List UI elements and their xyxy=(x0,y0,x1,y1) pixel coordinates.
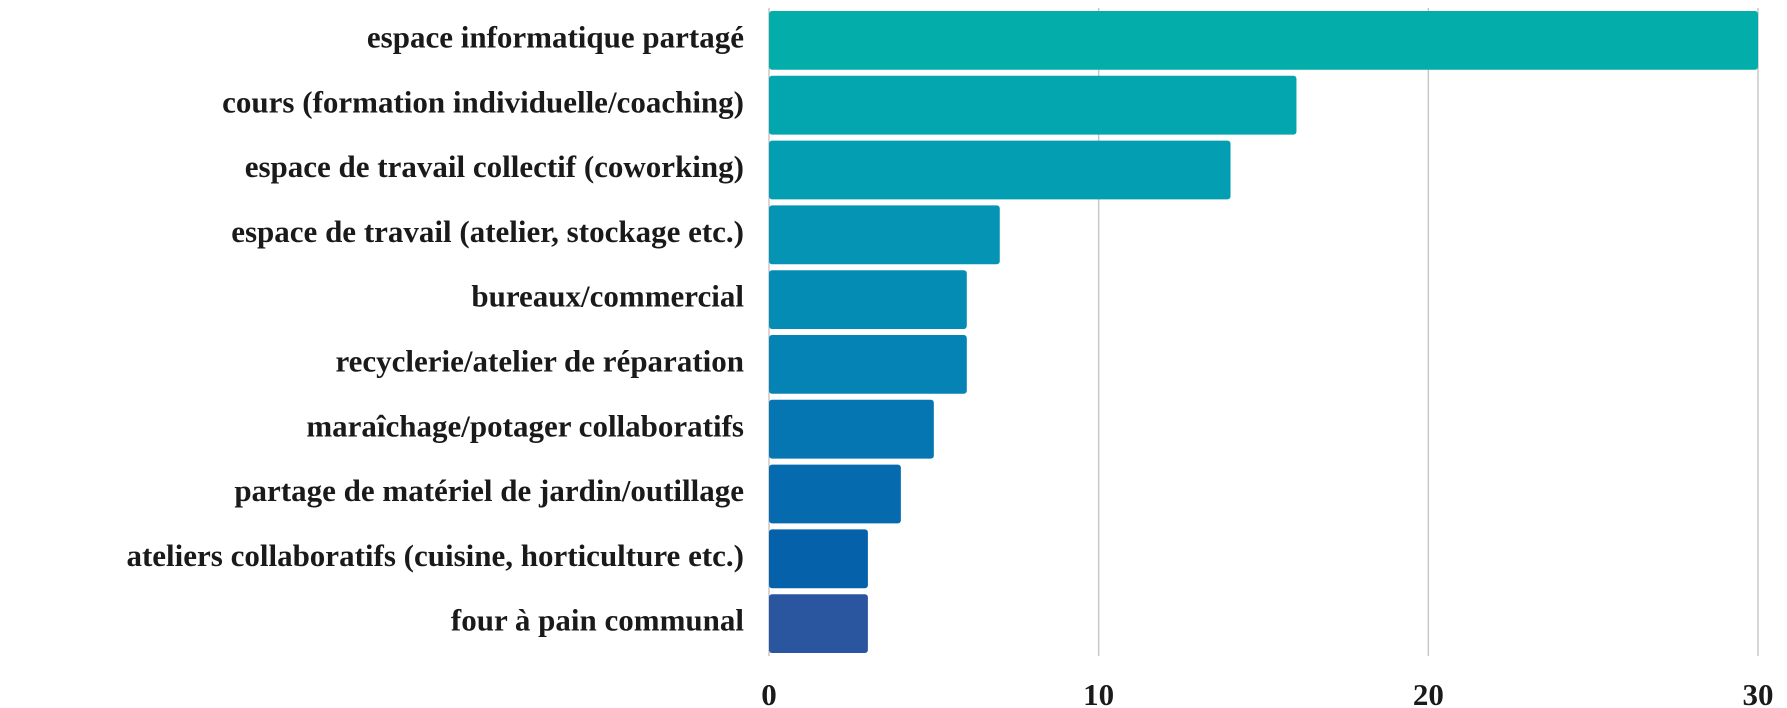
bar xyxy=(769,140,1231,200)
y-tick-label: partage de matériel de jardin/outillage xyxy=(234,473,744,508)
x-tick-label: 10 xyxy=(1083,677,1114,708)
y-tick-label: espace de travail (atelier, stockage etc… xyxy=(231,214,744,249)
y-tick-label: four à pain communal xyxy=(451,603,744,638)
y-tick-label: ateliers collaboratifs (cuisine, horticu… xyxy=(126,538,744,573)
x-tick-label: 30 xyxy=(1743,677,1774,708)
y-tick-label: cours (formation individuelle/coaching) xyxy=(222,84,744,119)
bar xyxy=(769,529,868,589)
bar xyxy=(769,205,1000,265)
bar xyxy=(769,399,934,459)
bar xyxy=(769,335,967,394)
y-tick-label: espace de travail collectif (coworking) xyxy=(245,149,744,184)
y-tick-label: bureaux/commercial xyxy=(471,279,744,314)
y-tick-label: espace informatique partagé xyxy=(367,20,744,55)
bar xyxy=(769,11,1758,70)
y-tick-label: recyclerie/atelier de réparation xyxy=(335,344,744,379)
bar xyxy=(769,75,1297,135)
y-tick-label: maraîchage/potager collaboratifs xyxy=(306,408,744,443)
bar xyxy=(769,270,967,329)
x-tick-label: 0 xyxy=(761,677,777,708)
bar xyxy=(769,464,901,524)
bar xyxy=(769,594,868,653)
x-tick-label: 20 xyxy=(1413,677,1444,708)
